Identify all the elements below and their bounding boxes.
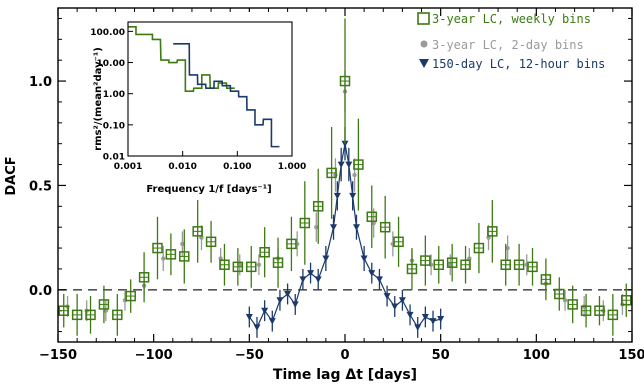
data-point [448,262,453,267]
data-point [330,224,338,231]
main-plot: −150 −100 −50 0 50 100 150 0.0 0.5 1.0 [29,7,644,363]
inset-x-tick-label: 0.010 [168,162,196,172]
data-point [406,311,414,319]
series-0 [58,18,632,336]
data-point [322,255,330,262]
x-tick-label: 0 [340,348,349,363]
data-point [360,255,368,262]
main-frame [57,7,633,343]
inset-y-tick-label: 1.00 [103,90,125,100]
data-point [314,276,322,283]
data-point [307,270,315,277]
data-point [180,241,185,247]
inset-y-tick-label: 10.00 [97,59,125,69]
inset-x-tick-label: 1.000 [278,162,306,172]
y-axis-label: DACF [4,156,19,195]
data-point [383,293,391,300]
data-point [256,262,262,267]
data-point [437,316,445,323]
inset-x-axis-label: Frequency 1/f [days⁻¹] [146,184,271,195]
x-tick-label: 50 [432,348,450,363]
data-point [349,192,357,200]
inset-y-tick-label: 100.00 [90,28,125,38]
legend-twoday-label: 3-year LC, 2-day bins [432,38,584,52]
data-point [398,297,406,304]
inset-frame [127,21,293,157]
data-point [414,324,422,331]
y-tick-label: 0.5 [29,179,52,194]
inset-plot: 0.001 0.010 0.100 1.000 0.01 0.10 1.00 10.00 100… [90,12,306,196]
data-point [352,172,357,178]
series-2 [245,126,445,338]
data-point [253,324,261,331]
data-point [284,290,292,298]
data-point [345,161,353,169]
data-point [245,313,253,321]
data-point [291,301,299,308]
legend-halfday-label: 150-day LC, 12-hour bins [432,57,605,71]
data-point [276,297,284,304]
data-point [268,318,276,325]
data-point [505,245,510,251]
inset-y-tick-label: 0.10 [103,121,125,131]
x-tick-label: 150 [618,348,644,363]
x-tick-label: −150 [39,348,77,363]
inset-series-1 [173,42,280,148]
x-tick-label: 100 [523,348,550,363]
y-tick-label: 0.0 [29,284,52,299]
inset-background [112,12,300,196]
data-point [391,303,399,311]
x-tick-label: −100 [135,348,173,363]
legend-halfday-marker [419,59,429,68]
inset-x-tick-label: 0.100 [223,162,251,172]
data-point [341,140,349,148]
data-point [261,307,269,315]
data-point [337,161,345,169]
inset-y-tick-label: 0.01 [103,153,125,163]
data-point [421,313,429,321]
data-point [333,192,341,200]
legend-weekly-marker [417,12,430,25]
inset-x-tick-label: 0.001 [114,162,142,172]
data-point [375,276,383,283]
inset-series-0 [128,26,235,93]
data-point [368,270,376,277]
x-axis-label: Time lag Δt [days] [273,367,417,383]
data-point [352,224,360,231]
legend-weekly-label: 3-year LC, weekly bins [432,12,591,26]
legend-twoday-marker [420,40,428,48]
data-point [429,318,437,325]
inset-y-axis-label: rms²/(mean²day⁻¹) [93,47,104,151]
data-point [237,262,242,267]
data-point [314,224,319,230]
data-point [161,256,166,261]
y-tick-label: 1.0 [29,75,52,90]
data-point [299,276,307,283]
x-tick-label: −50 [235,348,264,363]
legend: 3-year LC, weekly bins 3-year LC, 2-day … [417,12,605,71]
